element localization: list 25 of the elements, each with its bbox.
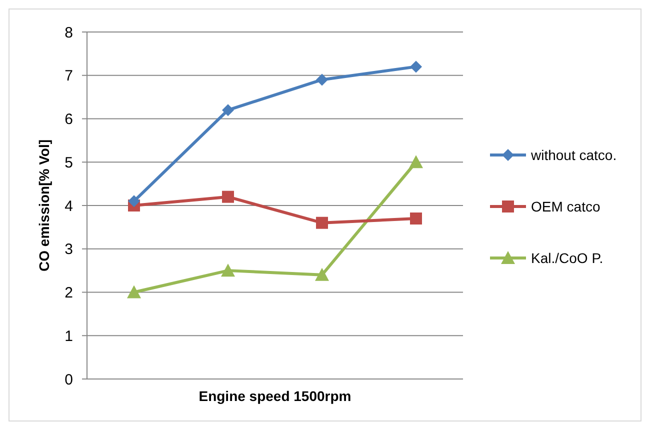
y-tick-label: 8 (64, 24, 73, 42)
y-axis-title: CO emission[% Vol] (36, 140, 52, 272)
y-tick-label: 6 (64, 111, 73, 128)
y-tick-label: 5 (64, 154, 73, 172)
point (316, 74, 328, 86)
x-axis-title: Engine speed 1500rpm (198, 388, 352, 404)
point (409, 155, 423, 168)
legend-label: OEM catco (531, 198, 600, 214)
point (316, 216, 328, 229)
legend-label: Kal./CoO P. (531, 250, 604, 266)
point (315, 268, 329, 281)
y-tick-label: 2 (64, 284, 73, 302)
point (410, 212, 422, 225)
y-tick-label: 7 (64, 68, 73, 85)
point (128, 195, 140, 208)
point (410, 60, 422, 73)
point (221, 264, 235, 277)
y-tick-label: 3 (64, 241, 73, 258)
point (127, 285, 141, 298)
y-tick-label: 4 (64, 198, 73, 215)
y-tick-label: 1 (64, 328, 73, 345)
point (222, 104, 234, 116)
point (222, 190, 234, 203)
legend-label: without catco. (530, 146, 617, 163)
y-tick-label: 0 (64, 371, 73, 388)
